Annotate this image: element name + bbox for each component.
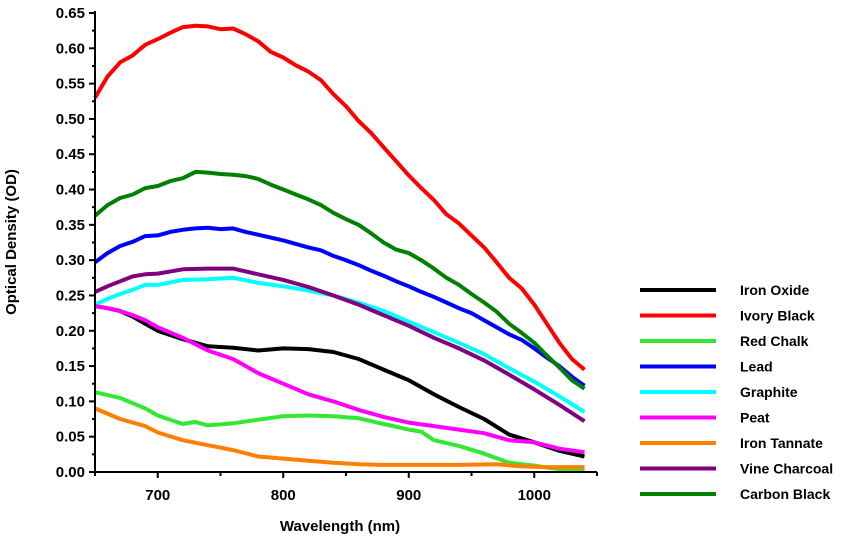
y-tick-label: 0.05 [56,429,85,446]
series-layer [93,23,586,472]
x-tick-label: 900 [396,487,421,504]
y-tick-label: 0.00 [56,464,85,481]
legend-label: Iron Oxide [740,282,809,298]
y-tick-label: 0.50 [56,111,85,128]
y-tick-label: 0.60 [56,40,85,57]
y-tick-label: 0.35 [56,217,85,234]
legend-item: Carbon Black [640,486,830,502]
legend-item: Red Chalk [640,333,809,349]
legend-label: Iron Tannate [740,435,823,451]
series-line-peat [94,304,585,455]
legend-label: Lead [740,359,773,375]
y-tick-label: 0.15 [56,358,85,375]
series-line-iron-oxide [94,304,585,459]
series-line-red-chalk [94,390,585,472]
legend-label: Red Chalk [740,333,809,349]
y-tick-label: 0.25 [56,287,85,304]
series-line-iron-tannate [94,406,585,470]
legend-item: Peat [640,410,770,426]
y-axis-label: Optical Density (OD) [3,169,20,315]
legend-item: Ivory Black [640,308,815,324]
series-line-lead [93,225,586,388]
x-tick-label: 800 [271,487,296,504]
legend-item: Graphite [640,384,798,400]
y-tick-label: 0.65 [56,5,85,22]
legend-item: Lead [640,359,773,375]
y-tick-label: 0.40 [56,182,85,199]
legend-item: Iron Tannate [640,435,823,451]
y-tick-label: 0.20 [56,323,85,340]
x-tick-label: 700 [145,487,170,504]
axes-layer: 0.00 0.05 0.10 0.15 0.20 0.25 0.30 0.35 0.40 0.45… [56,5,598,504]
legend-label: Graphite [740,384,798,400]
x-tick-label: 1000 [518,487,551,504]
x-axis-label: Wavelength (nm) [280,518,400,535]
series-line-carbon-black [93,169,586,391]
series-line-ivory-black [93,23,586,372]
y-tick-label: 0.30 [56,252,85,269]
series-line-graphite [94,275,586,414]
legend-item: Iron Oxide [640,282,809,298]
legend: Iron Oxide Ivory Black Red Chalk Lead Graphi… [640,282,833,502]
legend-label: Peat [740,410,770,426]
legend-label: Carbon Black [740,486,830,502]
y-tick-label: 0.10 [56,393,85,410]
legend-label: Ivory Black [740,308,815,324]
y-tick-label: 0.55 [56,76,85,93]
legend-label: Vine Charcoal [740,461,833,477]
series-line-vine-charcoal [94,266,586,423]
legend-item: Vine Charcoal [640,461,833,477]
y-tick-label: 0.45 [56,146,85,163]
